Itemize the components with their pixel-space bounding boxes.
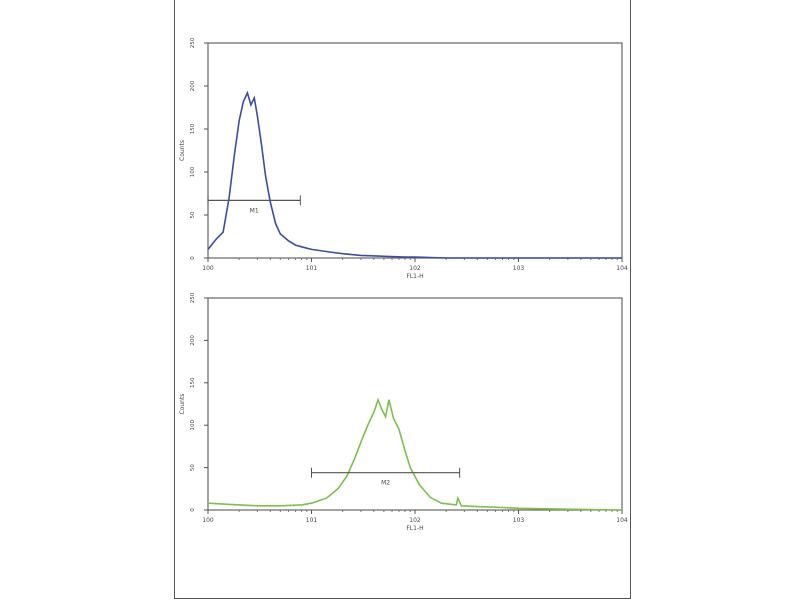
y-tick-label: 50	[190, 464, 196, 471]
x-tick-label: 100	[202, 265, 214, 272]
histogram-point	[295, 244, 296, 246]
y-tick-label: 100	[190, 166, 196, 177]
y-tick-label: 0	[190, 256, 196, 260]
figure-frame	[174, 0, 631, 599]
histogram-point	[337, 488, 339, 490]
histogram-point	[393, 418, 394, 419]
histogram-point	[329, 251, 331, 253]
histogram-point	[311, 249, 312, 250]
histogram-point	[279, 505, 281, 507]
x-tick-label: 102	[409, 517, 421, 524]
plot-area	[207, 297, 623, 511]
histogram-point	[207, 502, 209, 504]
histogram-point	[301, 246, 302, 248]
x-tick-label: 103	[513, 265, 525, 272]
histogram-point	[207, 249, 209, 250]
histogram-point	[409, 467, 411, 468]
histogram-point	[385, 416, 387, 418]
y-tick-label: 50	[190, 211, 196, 218]
y-axis-label: Counts	[179, 140, 186, 161]
histogram-point	[455, 504, 457, 506]
histogram-point	[502, 507, 503, 508]
histogram-point	[222, 231, 224, 233]
histogram-point	[346, 475, 348, 477]
histogram-point	[301, 504, 302, 506]
histogram-point	[215, 238, 217, 240]
x-tick-label: 100	[202, 517, 214, 524]
histogram-point	[567, 508, 569, 510]
y-tick-label: 250	[190, 37, 196, 48]
histogram-point	[367, 424, 369, 426]
histogram-point	[279, 233, 281, 235]
histogram-point	[373, 412, 375, 413]
y-tick-label: 150	[190, 377, 196, 388]
x-axis-label: FL1-H	[406, 273, 423, 280]
histogram-point	[460, 505, 462, 507]
y-tick-label: 100	[190, 419, 196, 430]
gate-marker-label: M2	[381, 480, 390, 487]
y-tick-label: 250	[190, 292, 196, 303]
histogram-point	[518, 257, 519, 259]
histogram-point	[246, 92, 248, 94]
histogram-point	[457, 497, 459, 499]
histogram-point	[265, 175, 266, 177]
histogram-point	[342, 253, 344, 255]
histogram-point	[404, 256, 406, 258]
histogram-point	[404, 450, 406, 452]
histogram-point	[445, 257, 447, 259]
histogram-point	[360, 441, 362, 443]
histogram-point	[269, 201, 271, 203]
x-tick-label: 101	[306, 517, 318, 524]
y-axis-label: Counts	[179, 394, 186, 415]
histogram-point	[354, 458, 355, 460]
histogram-point	[253, 97, 255, 99]
histogram-point	[360, 255, 362, 256]
histogram-point	[238, 504, 240, 506]
histogram-point	[621, 257, 623, 259]
histogram-point	[288, 240, 289, 242]
histogram-point	[518, 507, 519, 509]
histogram-panel-2: 100 101 102 103 104 FL1-H 0 50 100 150 200 250 Count…	[179, 292, 628, 532]
histogram-point	[377, 399, 379, 401]
histogram-point	[621, 509, 623, 511]
histogram-point	[234, 154, 235, 156]
x-axis-label: FL1-H	[406, 525, 423, 532]
x-tick-label: 103	[513, 517, 525, 524]
histogram-point	[429, 496, 431, 498]
histogram-point	[398, 429, 400, 430]
gate-marker-label: M1	[250, 207, 259, 214]
histogram-point	[256, 115, 258, 117]
histogram-point	[476, 506, 478, 508]
histogram-panel-1: 100 101 102 103 104 FL1-H 0 50 100 150 200 250 Count…	[179, 37, 628, 280]
histogram-point	[388, 399, 390, 401]
histogram-point	[418, 484, 420, 485]
plot-area	[207, 42, 623, 259]
histogram-point	[311, 502, 312, 504]
x-tick-label: 104	[616, 265, 628, 272]
histogram-point	[441, 502, 442, 504]
y-tick-label: 150	[190, 123, 196, 134]
histogram-point	[261, 145, 263, 147]
histogram-point	[383, 255, 385, 257]
x-tick-label: 102	[409, 265, 421, 272]
x-tick-label: 104	[616, 517, 628, 524]
histogram-point	[381, 409, 383, 411]
x-tick-label: 101	[306, 265, 318, 272]
histogram-line	[207, 397, 623, 511]
histogram-point	[243, 101, 244, 102]
y-tick-label: 200	[190, 80, 196, 91]
histogram-point	[326, 497, 328, 499]
histogram-point	[256, 505, 258, 507]
histogram-point	[228, 197, 230, 199]
histogram-point	[414, 256, 416, 258]
histogram-point	[275, 223, 277, 225]
y-tick-label: 200	[190, 335, 196, 346]
histogram-point	[250, 104, 252, 106]
histogram-line	[207, 90, 622, 259]
histogram-point	[238, 120, 240, 121]
y-tick-label: 0	[190, 508, 196, 512]
